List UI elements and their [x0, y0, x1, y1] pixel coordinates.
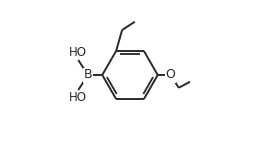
Text: O: O	[166, 69, 176, 81]
Text: HO: HO	[69, 91, 87, 104]
Text: B: B	[84, 69, 92, 81]
Text: HO: HO	[69, 46, 87, 59]
